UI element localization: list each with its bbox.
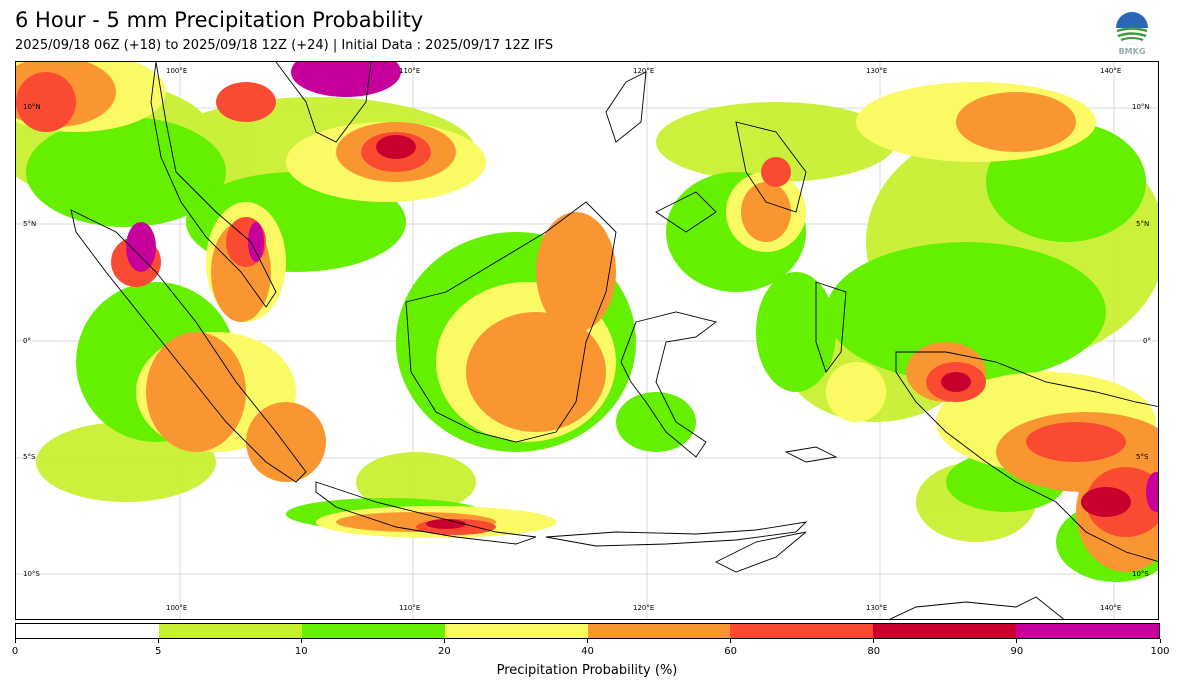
lon-label-top: 140°E xyxy=(1100,67,1122,75)
lon-label-bottom: 120°E xyxy=(633,604,655,612)
colorbar-tick-label: 0 xyxy=(11,646,19,657)
lon-label-top: 130°E xyxy=(866,67,888,75)
colorbar-tickmark xyxy=(1016,639,1018,643)
svg-text:BMKG: BMKG xyxy=(1119,47,1146,56)
lat-label-left: 10°S xyxy=(23,570,40,578)
colorbar-segment xyxy=(444,624,588,638)
colorbar-segment xyxy=(158,624,302,638)
colorbar-tick-label: 5 xyxy=(154,646,162,657)
colorbar-tickmark xyxy=(873,639,875,643)
lon-label-bottom: 140°E xyxy=(1100,604,1122,612)
colorbar-label: Precipitation Probability (%) xyxy=(496,663,678,678)
lon-label-top: 100°E xyxy=(166,67,188,75)
lon-label-bottom: 100°E xyxy=(166,604,188,612)
lat-label-left: 0° xyxy=(23,337,31,345)
colorbar-tick-label: 80 xyxy=(867,646,881,657)
colorbar-segment xyxy=(873,624,1017,638)
colorbar-tick-label: 100 xyxy=(1150,646,1170,657)
lon-label-top: 120°E xyxy=(633,67,655,75)
colorbar-tickmark xyxy=(443,639,445,643)
coastlines xyxy=(70,62,1158,619)
lat-label-right: 0° xyxy=(1143,337,1151,345)
lon-label-bottom: 110°E xyxy=(399,604,421,612)
bmkg-logo-icon: BMKG xyxy=(1116,12,1148,56)
lat-label-right: 10°N xyxy=(1132,103,1150,111)
colorbar-tickmark xyxy=(157,639,159,643)
colorbar-tickmark xyxy=(730,639,732,643)
colorbar-tickmark xyxy=(1159,639,1161,643)
colorbar-tick-label: 20 xyxy=(438,646,451,657)
colorbar-tick-label: 40 xyxy=(581,646,594,657)
lat-label-left: 10°N xyxy=(23,103,41,111)
chart-title: 6 Hour - 5 mm Precipitation Probability xyxy=(15,8,424,32)
colorbar-tickmark xyxy=(300,639,302,643)
chart-subtitle: 2025/09/18 06Z (+18) to 2025/09/18 12Z (… xyxy=(15,38,554,53)
colorbar-segment xyxy=(301,624,445,638)
colorbar-tickmark xyxy=(587,639,588,643)
colorbar-tick-label: 10 xyxy=(294,646,308,657)
lat-label-left: 5°S xyxy=(23,453,36,461)
lat-label-right: 5°S xyxy=(1136,453,1149,461)
lon-label-top: 110°E xyxy=(399,67,421,75)
bmkg-logo: BMKG xyxy=(1112,10,1152,56)
colorbar-tick-label: 90 xyxy=(1010,646,1024,657)
colorbar-segment xyxy=(730,624,874,638)
lat-label-right: 5°N xyxy=(1136,220,1150,228)
lon-label-bottom: 130°E xyxy=(866,604,888,612)
precipitation-map: 100°E 110°E 120°E 130°E 140°E 100°E 110°… xyxy=(15,61,1159,620)
colorbar-segment xyxy=(587,624,731,638)
colorbar-tick-label: 60 xyxy=(724,646,737,657)
precipitation-field xyxy=(16,62,1158,619)
colorbar xyxy=(15,623,1160,639)
colorbar-segment xyxy=(1016,624,1159,638)
colorbar-tickmark xyxy=(14,639,16,643)
lat-label-left: 5°N xyxy=(23,220,37,228)
colorbar-segment xyxy=(16,624,159,638)
lat-label-right: 10°S xyxy=(1132,570,1149,578)
